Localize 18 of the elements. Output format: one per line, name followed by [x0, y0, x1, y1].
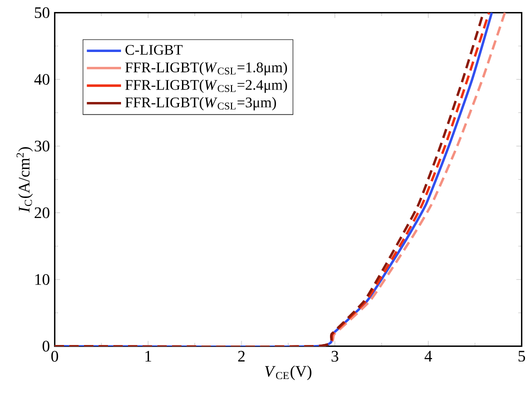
legend-label: FFR-LIGBT(W$_{CSL}$=1.8μm) — [125, 62, 287, 76]
y-tick-label: 50 — [34, 7, 50, 18]
x-tick-label: 2 — [238, 350, 245, 362]
x-tick-label: 0 — [51, 350, 58, 362]
legend-label: C-LIGBT — [126, 44, 183, 55]
y-axis-title: I$_{C}$(A/cm$^{2}$) — [16, 147, 33, 212]
legend-label: FFR-LIGBT(W$_{CSL}$=3μm) — [125, 96, 276, 110]
y-tick-label: 40 — [34, 74, 50, 85]
x-tick-label: 3 — [332, 350, 338, 362]
y-tick-label: 30 — [34, 140, 50, 152]
legend-label: FFR-LIGBT(W$_{CSL}$=2.4μm) — [125, 79, 287, 93]
x-tick-label: 5 — [518, 350, 526, 362]
y-tick-label: 0 — [42, 340, 50, 352]
x-tick-label: 4 — [424, 350, 432, 362]
x-axis-title: V$_{CE}$(V) — [265, 365, 312, 380]
x-tick-label: 1 — [146, 350, 152, 362]
y-tick-label: 10 — [35, 274, 50, 285]
y-tick-label: 20 — [34, 207, 50, 218]
